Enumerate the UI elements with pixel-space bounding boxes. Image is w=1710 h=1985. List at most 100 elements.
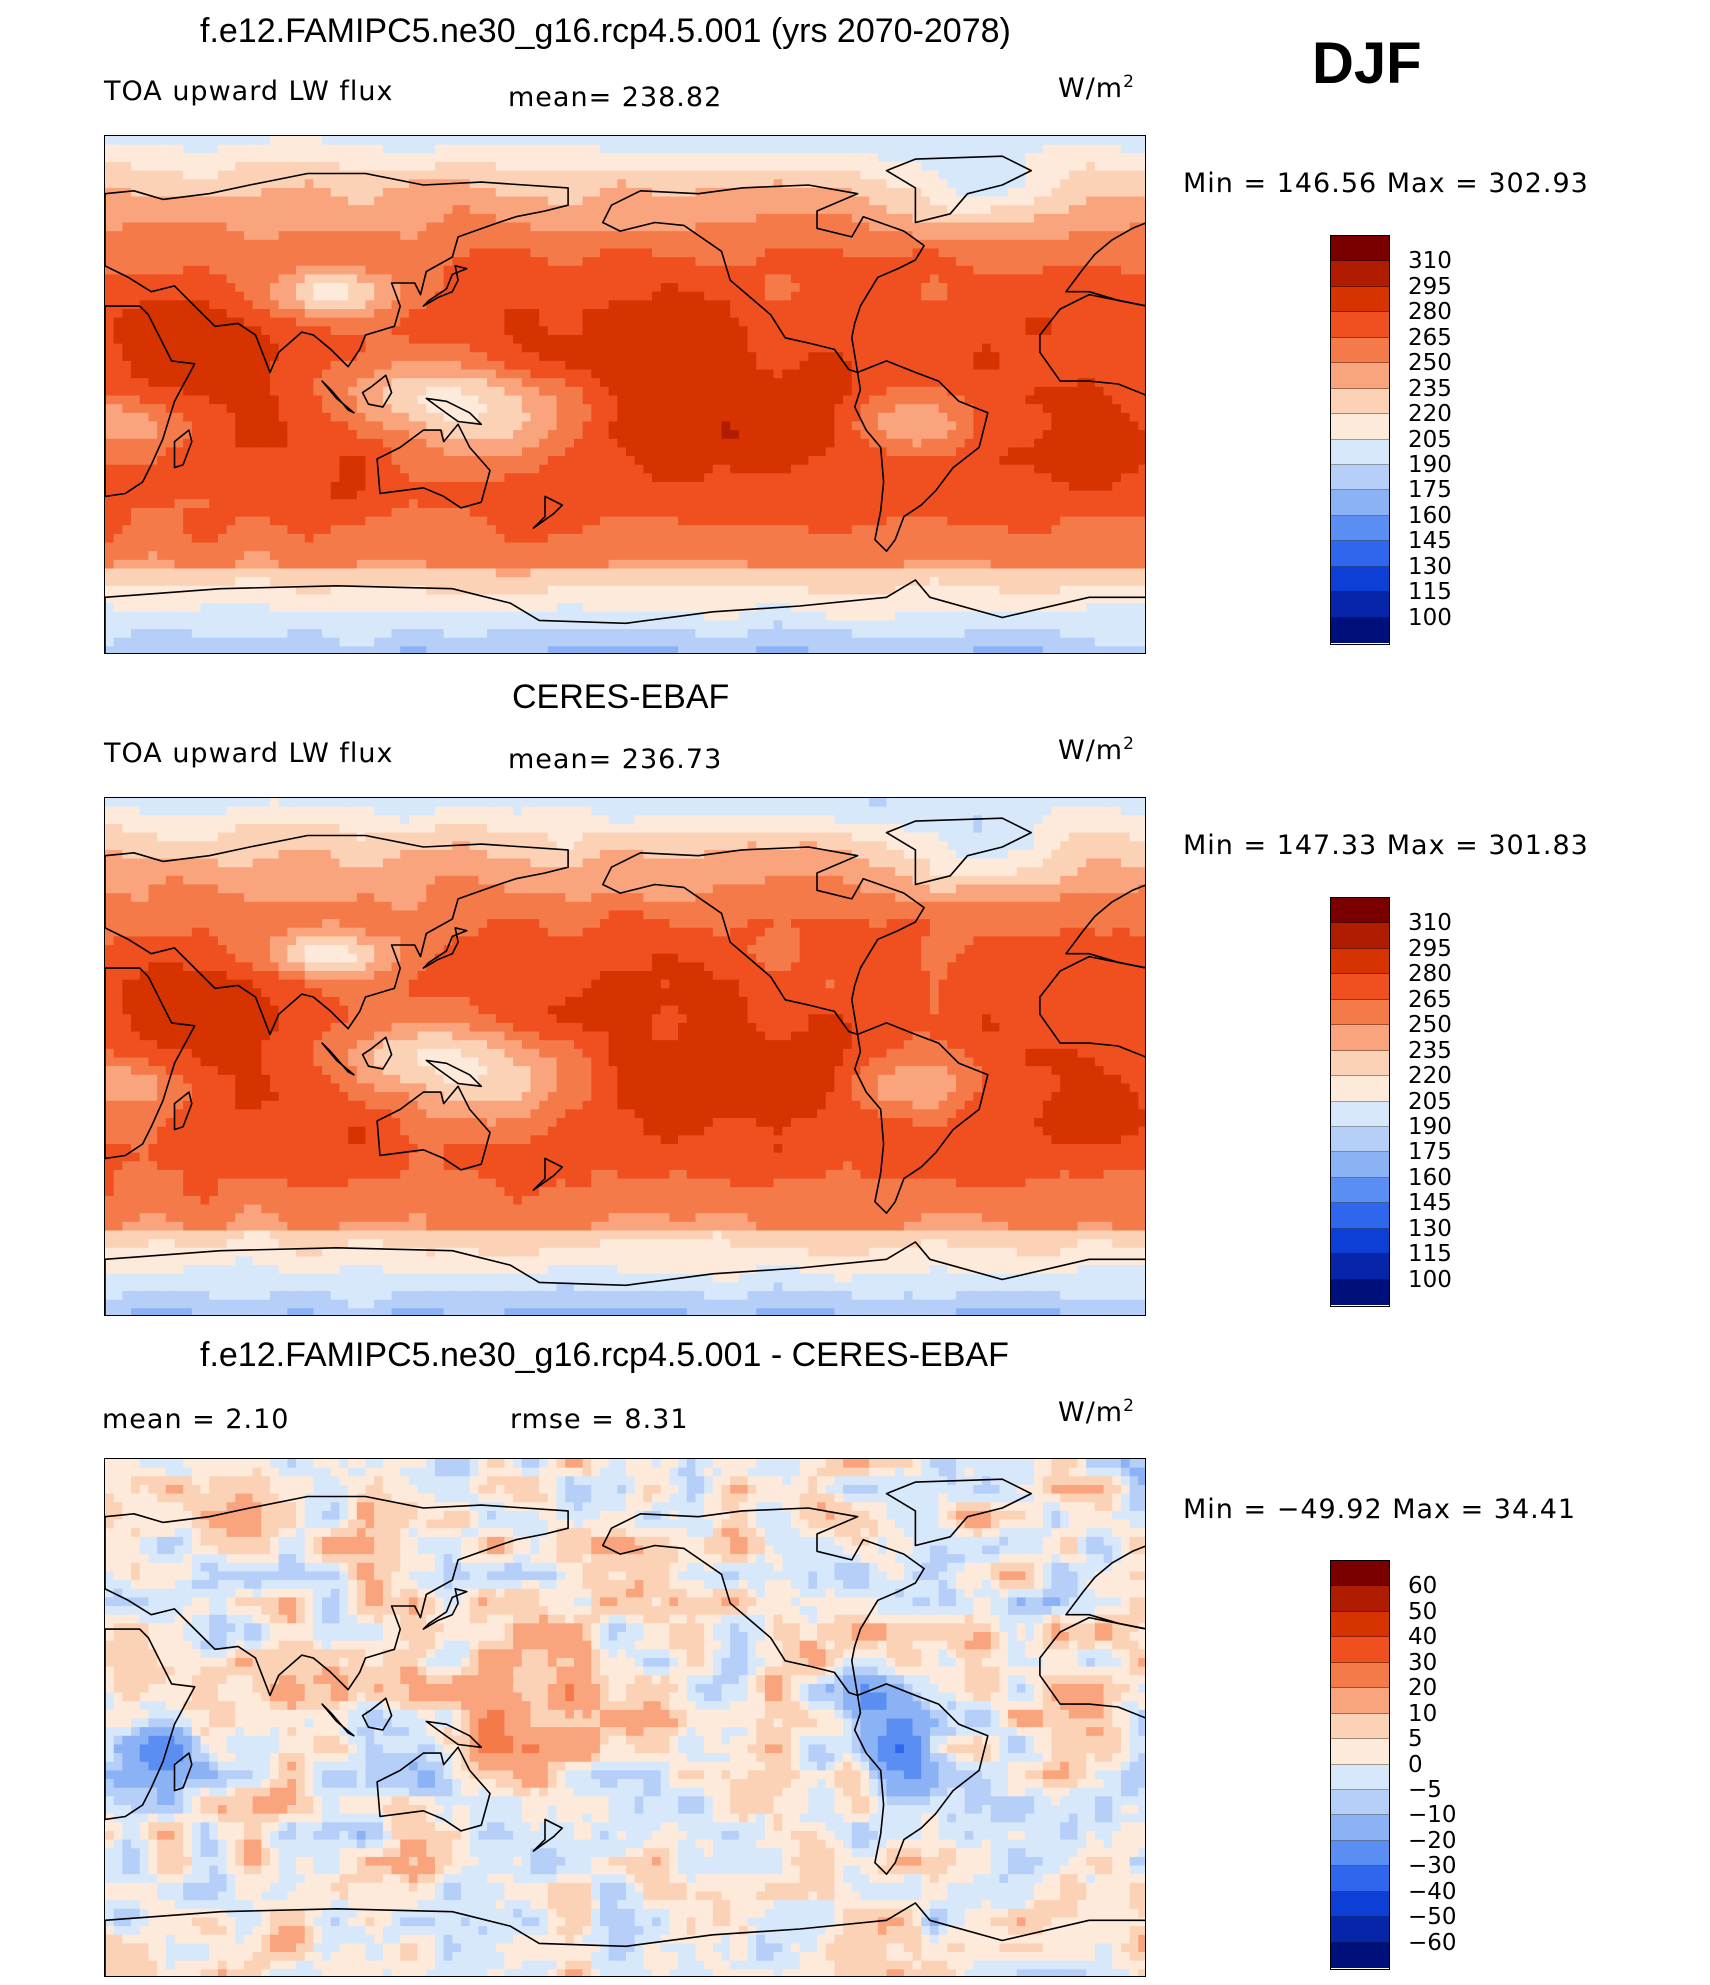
colorbar-segment xyxy=(1331,923,1389,949)
colorbar-segment xyxy=(1331,1713,1389,1740)
colorbar-tick-label: −20 xyxy=(1408,1828,1457,1854)
field-cells xyxy=(105,136,1145,653)
continent-outline xyxy=(105,1495,569,1697)
panel-units-model: W/m2 xyxy=(1058,72,1135,104)
map-diff xyxy=(104,1458,1146,1977)
colorbar-segment xyxy=(1331,1101,1389,1127)
colorbar-segment xyxy=(1331,515,1389,542)
colorbar-tick-label: −60 xyxy=(1408,1930,1457,1956)
colorbar-tick-label: 50 xyxy=(1408,1599,1437,1625)
continent-outline xyxy=(425,1720,483,1749)
colorbar-segment xyxy=(1331,1866,1389,1892)
colorbar-tick-label: −40 xyxy=(1408,1879,1457,1905)
panel-title-diff: f.e12.FAMIPC5.ne30_g16.rcp4.5.001 - CERE… xyxy=(200,1336,1009,1375)
continent-outline xyxy=(105,579,1145,653)
continent-outline xyxy=(361,374,393,408)
panel-title-obs: CERES-EBAF xyxy=(512,678,729,717)
colorbar-segment xyxy=(1331,1177,1389,1204)
continent-outline xyxy=(601,1507,925,1697)
colorbar-segment xyxy=(1331,1688,1389,1714)
continent-outline xyxy=(105,834,569,1036)
colorbar-segment xyxy=(1331,1611,1389,1638)
colorbar-tick-label: 295 xyxy=(1408,936,1452,962)
panel-mean-model: mean= 238.82 xyxy=(508,82,722,113)
colorbar-tick-label: 190 xyxy=(1408,1114,1452,1140)
colorbar-segment xyxy=(1331,236,1389,262)
colorbar-tick-label: −50 xyxy=(1408,1904,1457,1930)
continent-outline xyxy=(422,1588,468,1630)
colorbar-tick-label: 280 xyxy=(1408,299,1452,325)
colorbar-tick-label: 175 xyxy=(1408,477,1452,503)
colorbar-segment xyxy=(1331,566,1389,593)
colorbar-segment xyxy=(1331,999,1389,1026)
colorbar-tick-label: 40 xyxy=(1408,1624,1437,1650)
colorbar-segment xyxy=(1331,1840,1389,1867)
colorbar-segment xyxy=(1331,1815,1389,1841)
panel-rmse-diff: rmse = 8.31 xyxy=(510,1404,689,1435)
continent-outline xyxy=(105,1628,196,1821)
colorbar-tick-label: 310 xyxy=(1408,910,1452,936)
colorbar-segment xyxy=(1331,617,1389,643)
continent-outline xyxy=(376,423,491,509)
continent-outline xyxy=(1039,955,1145,1058)
colorbar-segment xyxy=(1331,1025,1389,1051)
colorbar-segment xyxy=(1331,1739,1389,1765)
colorbar-tick-label: 60 xyxy=(1408,1573,1437,1599)
colorbar-tick-label: 250 xyxy=(1408,1012,1452,1038)
continent-outline xyxy=(105,305,196,498)
colorbar-segment xyxy=(1331,312,1389,338)
colorbar-tick-label: 145 xyxy=(1408,1190,1452,1216)
colorbar-segment xyxy=(1331,286,1389,313)
continent-outline xyxy=(105,967,196,1160)
colorbar-segment xyxy=(1331,388,1389,415)
colorbar-segment xyxy=(1331,1152,1389,1178)
continent-outline xyxy=(532,495,564,529)
colorbar-tick-label: 310 xyxy=(1408,248,1452,274)
field-cells xyxy=(105,1459,1145,1976)
colorbar-segment xyxy=(1331,261,1389,287)
continent-outline xyxy=(1065,1545,1145,1630)
colorbar-tick-label: 0 xyxy=(1408,1752,1423,1778)
panel-left-label-obs: TOA upward LW flux xyxy=(104,738,394,769)
colorbar-segment xyxy=(1331,1789,1389,1816)
colorbar-tick-label: 265 xyxy=(1408,325,1452,351)
colorbar-segment xyxy=(1331,1891,1389,1918)
continent-outline xyxy=(1039,293,1145,396)
continent-outline xyxy=(425,1059,483,1088)
continent-outline xyxy=(853,1022,989,1215)
colorbar-segment xyxy=(1331,464,1389,491)
minmax-model: Min = 146.56 Max = 302.93 xyxy=(1183,168,1589,199)
colorbar-segment xyxy=(1331,439,1389,465)
colorbar-segment xyxy=(1331,592,1389,618)
colorbar-segment xyxy=(1331,1942,1389,1968)
panel-left-label-model: TOA upward LW flux xyxy=(104,76,394,107)
continent-outline xyxy=(1039,1616,1145,1719)
continent-outline xyxy=(105,172,569,374)
colorbar-tick-label: 10 xyxy=(1408,1701,1437,1727)
colorbar-segment xyxy=(1331,541,1389,567)
continent-outline xyxy=(321,1042,355,1076)
colorbar-diff xyxy=(1330,1560,1390,1970)
colorbar-tick-label: −5 xyxy=(1408,1777,1442,1803)
colorbar-segment xyxy=(1331,1228,1389,1255)
field-cells xyxy=(105,798,1145,1315)
minmax-diff: Min = −49.92 Max = 34.41 xyxy=(1183,1494,1576,1525)
continent-outline xyxy=(321,380,355,414)
colorbar-segment xyxy=(1331,337,1389,364)
continent-outline xyxy=(173,1091,193,1131)
colorbar-tick-label: 175 xyxy=(1408,1139,1452,1165)
continent-outline xyxy=(422,927,468,969)
colorbar-tick-label: 220 xyxy=(1408,1063,1452,1089)
continent-outline xyxy=(376,1746,491,1832)
colorbar-obs xyxy=(1330,897,1390,1307)
continent-outline xyxy=(1065,222,1145,307)
continent-outline xyxy=(532,1157,564,1191)
colorbar-tick-label: 160 xyxy=(1408,1165,1452,1191)
continent-outline xyxy=(361,1036,393,1070)
colorbar-tick-label: 295 xyxy=(1408,274,1452,300)
colorbar-tick-label: 205 xyxy=(1408,1089,1452,1115)
colorbar-tick-label: 235 xyxy=(1408,376,1452,402)
panel-units-diff: W/m2 xyxy=(1058,1396,1135,1428)
continent-outline xyxy=(422,265,468,307)
colorbar-tick-label: 100 xyxy=(1408,1267,1452,1293)
